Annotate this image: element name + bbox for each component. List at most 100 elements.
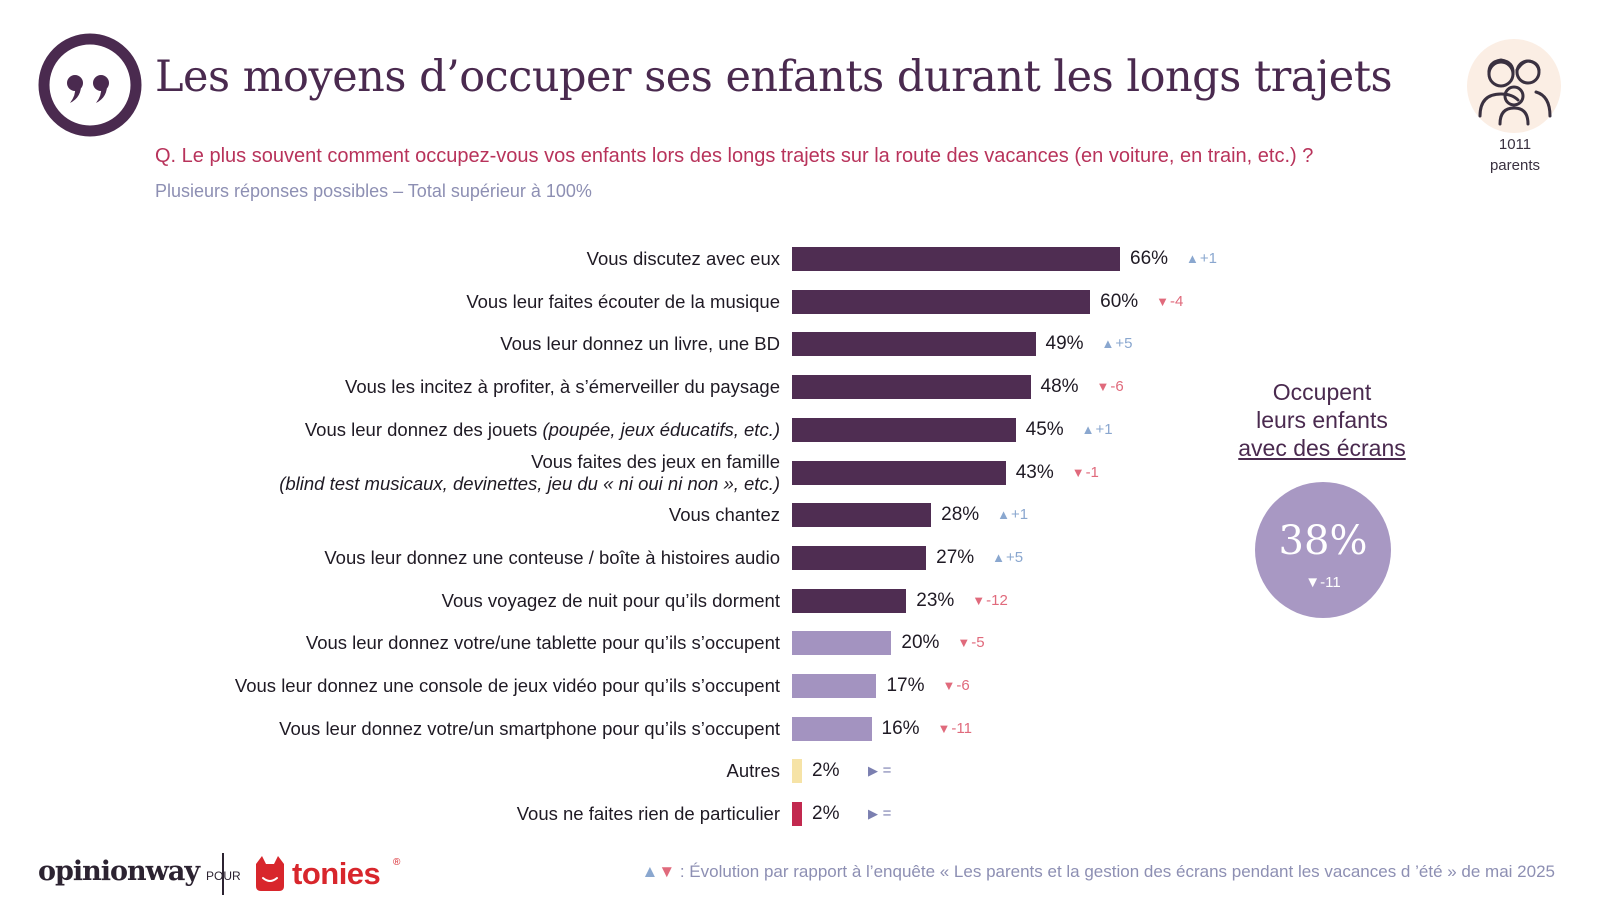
bar-label: Vous les incitez à profiter, à s’émervei… (345, 376, 780, 398)
bar-value-label: 17% (886, 675, 925, 696)
evolution-value: = (882, 805, 892, 823)
up-triangle-icon: ▲ (641, 862, 659, 881)
evolution-label: ▲+5 (992, 549, 1023, 566)
bar-value-label: 2% (812, 760, 840, 782)
bar-label: Vous leur donnez votre/un smartphone pou… (279, 718, 780, 740)
evolution-label: ▶ = (868, 762, 891, 779)
footnote: ▲▼ : Évolution par rapport à l’enquête «… (641, 862, 1555, 882)
screens-value: 38% (1278, 518, 1368, 564)
right-triangle-icon: ▶ (868, 806, 882, 822)
up-triangle-icon: ▲ (992, 549, 1006, 565)
down-triangle-icon: ▼ (972, 592, 986, 608)
evolution-value: -6 (1110, 378, 1124, 396)
evolution-value: -6 (956, 677, 970, 694)
brand-separator (222, 853, 224, 895)
quote-logo-icon (38, 33, 142, 137)
bar (792, 503, 932, 528)
bar-label: Vous voyagez de nuit pour qu’ils dorment (442, 590, 780, 612)
bar (792, 375, 1031, 400)
bar-label-main: Vous les incitez à profiter, à s’émervei… (345, 376, 780, 398)
evolution-value: -12 (986, 591, 1008, 609)
bar-label-main: Vous leur donnez votre/une tablette pour… (305, 632, 780, 654)
bar-label-main: Vous leur donnez une console de jeux vid… (234, 675, 780, 696)
down-triangle-icon: ▼ (1156, 293, 1170, 309)
down-triangle-icon: ▼ (658, 862, 676, 881)
evolution-value: +1 (1095, 420, 1113, 438)
bar-label-main: Vous chantez (668, 504, 780, 526)
down-triangle-icon: ▼ (937, 720, 951, 736)
bar-label: Vous leur donnez des jouets (poupée, jeu… (305, 419, 780, 441)
bar-value-label: 28% (941, 504, 980, 526)
bar-value-label: 48% (1040, 376, 1079, 398)
answer-note: Plusieurs réponses possibles – Total sup… (155, 181, 592, 201)
bar-label: Vous ne faites rien de particulier (517, 803, 780, 825)
down-triangle-icon: ▼ (1071, 464, 1085, 480)
evolution-label: ▲+1 (997, 506, 1028, 523)
bar-value-label: 49% (1045, 333, 1084, 355)
bar-label: Autres (727, 760, 780, 782)
up-triangle-icon: ▲ (1101, 336, 1115, 352)
bar-label-main: Vous voyagez de nuit pour qu’ils dorment (441, 589, 780, 611)
bar-label: Vous leur donnez votre/une tablette pour… (306, 632, 780, 654)
bar (792, 759, 802, 784)
page-title: Les moyens d’occuper ses enfants durant … (155, 52, 1393, 102)
evolution-value: +5 (1006, 548, 1024, 566)
down-triangle-icon: ▼ (1096, 379, 1110, 395)
evolution-label: ▼-11 (938, 720, 972, 737)
bar-label: Vous leur donnez une conteuse / boîte à … (324, 547, 780, 569)
bar-label-main: Vous leur donnez une conteuse / boîte à … (324, 546, 780, 568)
bar (792, 247, 1120, 271)
sample-count: 1011 (1498, 136, 1532, 153)
bar (792, 289, 1091, 314)
evolution-label: ▼-4 (1156, 293, 1183, 310)
screens-title-line1: Occupent (1272, 379, 1372, 405)
bar-label: Vous leur donnez un livre, une BD (500, 333, 780, 355)
survey-question: Q. Le plus souvent comment occupez-vous … (155, 145, 1314, 167)
bar (792, 417, 1016, 442)
bar-value-label: 27% (936, 546, 975, 568)
bar (792, 631, 892, 656)
evolution-value: = (882, 762, 892, 780)
bar-value-label: 2% (812, 803, 840, 825)
evolution-value: +1 (1011, 506, 1029, 524)
bar (792, 332, 1036, 357)
bar (792, 674, 877, 698)
up-triangle-icon: ▲ (997, 507, 1011, 523)
bar-label-main: Vous leur donnez un livre, une BD (500, 333, 780, 355)
evolution-label: ▲+1 (1082, 421, 1113, 438)
evolution-value: -5 (971, 634, 985, 652)
bar-label-main: Vous leur donnez des jouets (304, 418, 543, 440)
evolution-value: -4 (1170, 292, 1184, 310)
evolution-label: ▼-12 (972, 592, 1008, 609)
evolution-label: ▲+1 (1186, 250, 1217, 267)
bar-label-main: Vous leur donnez votre/un smartphone pou… (279, 717, 780, 739)
bar-value-label: 20% (901, 632, 940, 654)
screens-callout-title: Occupent leurs enfants avec des écrans (1222, 378, 1422, 462)
screens-evolution: ▼-11 (1255, 574, 1391, 591)
up-triangle-icon: ▲ (1081, 421, 1095, 437)
evolution-label: ▼-1 (1072, 464, 1099, 481)
screens-title-line2: leurs enfants (1256, 407, 1388, 433)
bar-label: Vous leur faites écouter de la musique (466, 291, 780, 313)
sample-label: parents (1489, 157, 1541, 174)
bar-value-label: 66% (1130, 248, 1169, 269)
footnote-text: : Évolution par rapport à l’enquête « Le… (675, 862, 1555, 881)
bar-label: Vous faites des jeux en famille (blind te… (279, 451, 780, 495)
screens-circle (1255, 482, 1391, 618)
bar-label-main: Vous ne faites rien de particulier (516, 803, 780, 825)
bar (792, 716, 872, 741)
tonies-wordmark: tonies (292, 856, 381, 891)
brand-pour: POUR (206, 869, 241, 883)
screens-evolution-value: -11 (1320, 574, 1341, 591)
bar-label-note: (poupée, jeux éducatifs, etc.) (542, 418, 780, 440)
bar (792, 545, 927, 570)
bar-label-main: Autres (726, 760, 780, 782)
bar-label: Vous chantez (669, 504, 780, 526)
tonies-logo-icon (256, 856, 284, 891)
bar-value-label: 60% (1100, 290, 1139, 312)
bar-value-label: 43% (1015, 461, 1054, 483)
bar-label: Vous leur donnez une console de jeux vid… (235, 675, 780, 697)
evolution-value: +1 (1199, 250, 1217, 267)
screens-title-line3: avec des écrans (1238, 435, 1406, 461)
evolution-label: ▼-5 (957, 634, 984, 651)
